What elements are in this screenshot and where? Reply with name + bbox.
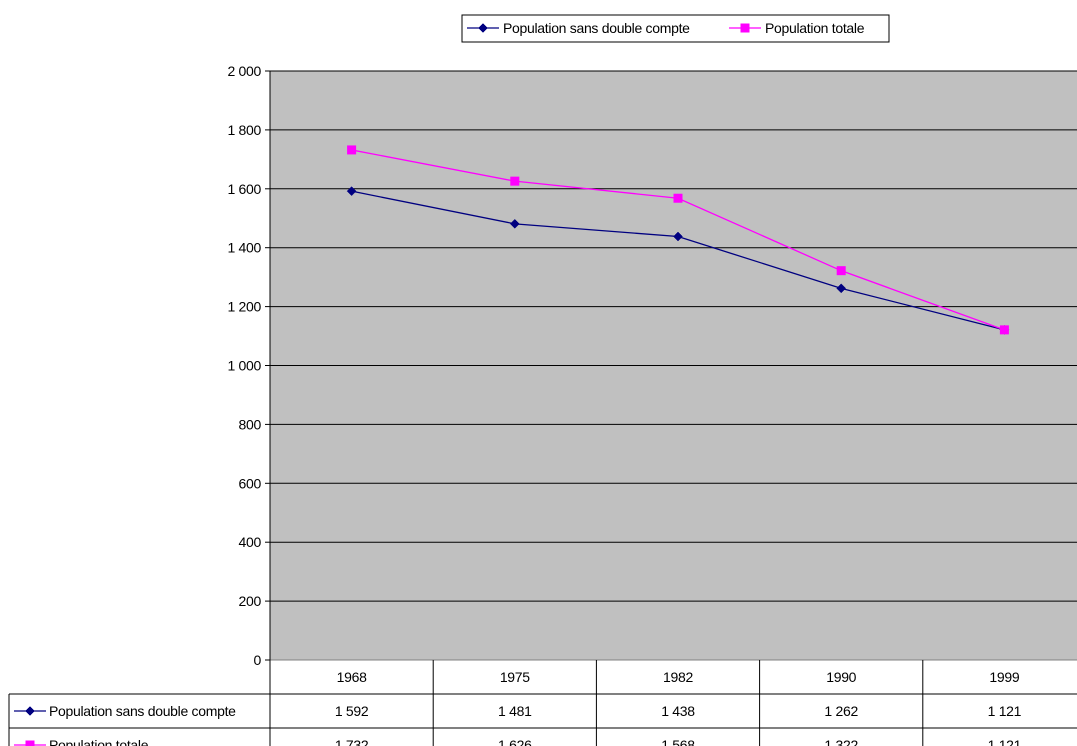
legend-label: Population sans double compte (503, 20, 690, 36)
series-1-point (673, 193, 683, 203)
series-0-point (673, 231, 683, 242)
y-tick-label: 600 (239, 475, 262, 491)
legend-label: Population totale (765, 20, 865, 36)
y-tick-label: 1 800 (227, 122, 261, 138)
legend-box (461, 14, 890, 43)
table-cell-value: 1 262 (824, 703, 858, 719)
y-tick-label: 2 000 (227, 63, 261, 79)
y-tick-label: 400 (239, 534, 262, 550)
series-layer (346, 145, 1010, 335)
table-cell-value: 1 732 (335, 737, 369, 746)
legend: Population sans double compte Population … (461, 14, 890, 43)
series-1-point (347, 145, 357, 155)
y-tick-label: 1 000 (227, 358, 261, 374)
legend-key-marker (478, 23, 488, 33)
series-1-point (836, 266, 846, 276)
gridlines (270, 70, 1077, 602)
y-tick-label: 200 (239, 593, 262, 609)
y-tick-label: 0 (254, 652, 262, 668)
table-category-label: 1968 (337, 669, 367, 685)
series-0-point (836, 283, 847, 294)
series-1-point (999, 325, 1009, 335)
y-tick-label: 800 (239, 416, 262, 432)
data-table: 1968 1975 1982 1990 1999 Population sans doub… (8, 660, 1077, 746)
table-row-label: Population totale (49, 737, 149, 746)
table-cell-value: 1 438 (661, 703, 695, 719)
y-axis: 0 200 400 600 800 1 000 1 200 1 400 1 600 1 800 2 … (227, 63, 271, 668)
legend-key-marker (740, 23, 750, 33)
table-cell-value: 1 626 (498, 737, 532, 746)
row-legend-key-marker (25, 740, 35, 746)
row-legend-key-marker (25, 706, 35, 716)
table-row-label: Population sans double compte (49, 703, 236, 719)
table-category-label: 1999 (989, 669, 1019, 685)
table-category-label: 1990 (826, 669, 856, 685)
table-cell-value: 1 481 (498, 703, 532, 719)
table-cell-value: 1 592 (335, 703, 369, 719)
series-0-point (509, 218, 520, 229)
table-cell-value: 1 322 (824, 737, 858, 746)
table-category-label: 1982 (663, 669, 693, 685)
series-0-point (346, 186, 357, 197)
table-category-label: 1975 (500, 669, 530, 685)
series-1-point (510, 176, 520, 186)
y-tick-label: 1 400 (227, 240, 261, 256)
table-cell-value: 1 121 (988, 737, 1022, 746)
table-cell-value: 1 568 (661, 737, 695, 746)
table-cell-value: 1 121 (988, 703, 1022, 719)
y-tick-label: 1 600 (227, 181, 261, 197)
y-tick-label: 1 200 (227, 299, 261, 315)
